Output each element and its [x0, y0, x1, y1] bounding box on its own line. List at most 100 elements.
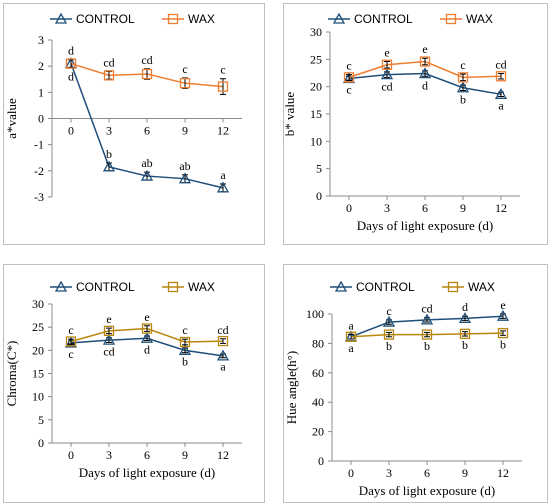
y-tick-label: 15: [32, 367, 44, 381]
y-tick-label: 3: [38, 33, 44, 47]
y-tick-label: 5: [38, 413, 44, 427]
data-point: [456, 81, 470, 93]
significance-label: c: [68, 347, 73, 361]
data-point: [382, 315, 396, 327]
data-point: [216, 349, 230, 361]
legend: CONTROL WAX: [328, 12, 493, 26]
panel-border: [3, 3, 265, 245]
legend-label-wax: WAX: [188, 280, 215, 294]
data-point: [343, 72, 355, 83]
y-tick-label: -1: [34, 138, 44, 152]
data-point: [217, 335, 229, 347]
y-tick-label: 5: [316, 162, 322, 176]
data-point: [420, 313, 434, 325]
x-axis-title: Days of light exposure (d): [359, 483, 495, 498]
legend-marker-control: [54, 280, 68, 292]
y-tick-label: 100: [306, 307, 324, 321]
legend: CONTROL WAX: [50, 280, 215, 294]
data-point: [140, 169, 154, 181]
significance-label: b: [424, 339, 430, 353]
significance-label: d: [144, 343, 150, 357]
x-tick-label: 9: [462, 466, 468, 480]
data-point: [217, 81, 229, 92]
y-tick-label: 20: [32, 343, 44, 357]
y-axis-title: b* value: [282, 92, 297, 137]
data-point: [383, 329, 395, 340]
y-tick-label: 25: [32, 320, 44, 334]
x-tick-label: 3: [106, 448, 112, 462]
significance-label: c: [182, 62, 187, 76]
significance-label: e: [144, 310, 149, 324]
x-tick-label: 12: [217, 124, 229, 138]
legend-marker-control: [334, 280, 348, 292]
legend-marker-wax: [167, 13, 179, 25]
x-tick-label: 6: [422, 201, 428, 215]
significance-label: b: [106, 147, 112, 161]
data-point: [103, 70, 115, 81]
significance-label: b: [462, 338, 468, 352]
significance-label: e: [500, 298, 505, 312]
legend-label-control: CONTROL: [354, 12, 413, 26]
data-point: [64, 336, 78, 348]
significance-label: c: [68, 323, 73, 337]
legend-marker-wax: [167, 281, 179, 293]
significance-label: cd: [141, 53, 152, 67]
data-point: [65, 336, 77, 347]
data-point: [141, 323, 153, 334]
data-point: [495, 71, 507, 82]
series-wax: c e e c cd: [343, 42, 507, 83]
y-tick-label: 2: [38, 59, 44, 73]
x-tick-label: 9: [460, 201, 466, 215]
x-tick-label: 9: [182, 448, 188, 462]
legend-marker-control: [54, 12, 68, 24]
y-tick-label: 20: [310, 80, 322, 94]
data-point: [178, 343, 192, 355]
data-point: [421, 329, 433, 340]
x-tick-label: 12: [495, 201, 507, 215]
panel-border: [3, 264, 265, 503]
data-point: [141, 68, 153, 80]
legend: CONTROL WAX: [50, 12, 215, 26]
significance-label: b: [182, 355, 188, 369]
data-point: [497, 327, 509, 339]
significance-label: a: [348, 319, 354, 333]
x-tick-label: 3: [106, 124, 112, 138]
significance-label: d: [68, 44, 74, 58]
legend-label-wax: WAX: [468, 280, 495, 294]
significance-label: b: [500, 337, 506, 351]
data-point: [457, 72, 469, 83]
significance-label: e: [384, 46, 389, 60]
significance-label: c: [346, 59, 351, 73]
legend-label-control: CONTROL: [76, 280, 135, 294]
y-tick-label: 20: [312, 425, 324, 439]
data-point: [381, 59, 393, 70]
significance-label: d: [462, 300, 468, 314]
legend-label-wax: WAX: [188, 12, 215, 26]
data-point: [103, 325, 115, 337]
legend-label-control: CONTROL: [356, 280, 415, 294]
data-point: [380, 68, 394, 80]
significance-label: a: [220, 360, 226, 374]
y-axis-title: Chroma(C*): [4, 341, 19, 407]
data-point: [102, 333, 116, 345]
panel-border: [283, 3, 548, 245]
y-tick-label: 0: [38, 436, 44, 450]
significance-label: b: [386, 339, 392, 353]
y-tick-label: -2: [34, 164, 44, 178]
y-tick-label: 0: [316, 189, 322, 203]
y-tick-label: 10: [32, 390, 44, 404]
y-tick-label: 25: [310, 52, 322, 66]
significance-label: c: [182, 323, 187, 337]
significance-label: c: [346, 83, 351, 97]
legend-label-wax: WAX: [466, 12, 493, 26]
data-point: [179, 78, 191, 89]
data-point: [179, 336, 191, 348]
significance-label: cd: [381, 79, 392, 93]
y-axis-title: a*value: [4, 98, 19, 139]
x-tick-label: 6: [424, 466, 430, 480]
series-wax: d cd cd c c: [65, 44, 229, 95]
